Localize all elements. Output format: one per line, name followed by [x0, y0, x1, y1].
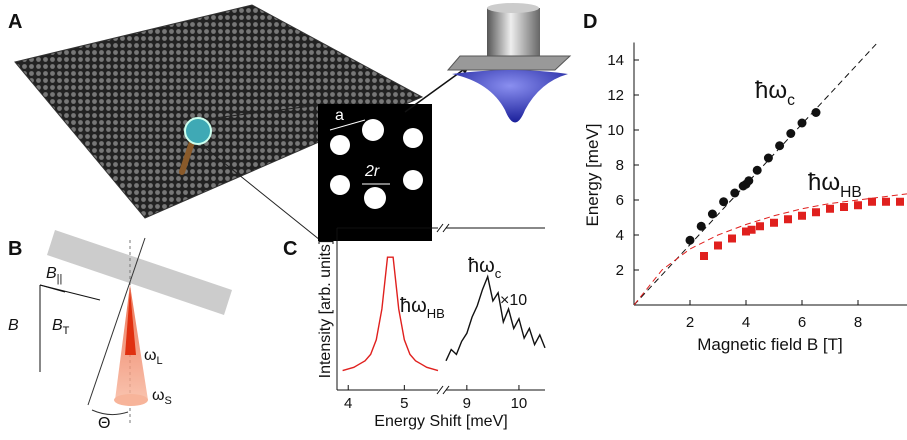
panel-label: A — [8, 11, 22, 33]
plate — [448, 56, 570, 70]
point — [812, 208, 820, 216]
potential — [452, 70, 568, 123]
label: ω — [152, 387, 165, 404]
annotation-text: ħω — [400, 295, 427, 317]
point — [753, 166, 762, 175]
label: B — [52, 317, 63, 334]
label: Θ — [98, 415, 110, 432]
annotation: ħωHB — [400, 295, 445, 321]
y-tick-label: 6 — [616, 192, 624, 209]
arrow — [405, 65, 470, 112]
label: ωS — [152, 387, 172, 407]
tip — [487, 8, 540, 58]
y-tick-label: 14 — [607, 52, 624, 69]
x-axis-label: Energy Shift [meV] — [374, 413, 507, 430]
label-sub: S — [165, 395, 172, 407]
x-tick-label: 9 — [463, 395, 471, 412]
annotation-text: ħω — [468, 255, 495, 277]
label-sub: || — [57, 273, 63, 285]
figure: A a 2r B B|| B BT ωL ωS Θ C45910Energy S… — [0, 0, 907, 435]
point — [719, 197, 728, 206]
panel-label: D — [583, 11, 597, 33]
point — [840, 203, 848, 211]
point — [700, 252, 708, 260]
y-tick-label: 12 — [607, 87, 624, 104]
point — [882, 198, 890, 206]
page: A a 2r B B|| B BT ωL ωS Θ C45910Energy S… — [0, 0, 907, 440]
point — [854, 201, 862, 209]
annotation: ×10 — [500, 292, 527, 309]
spectrum — [446, 277, 545, 361]
point — [784, 215, 792, 223]
annotation: ħωc — [755, 77, 795, 109]
y-tick-label: 10 — [607, 122, 624, 139]
point — [748, 226, 756, 234]
y-axis-label: Intensity [arb. units] — [317, 240, 334, 379]
x-tick-label: 5 — [400, 395, 408, 412]
label: BT — [52, 317, 70, 337]
y-axis-label: Energy [meV] — [583, 124, 602, 227]
sample-bar — [47, 230, 232, 315]
point — [826, 205, 834, 213]
annotation-sub: c — [495, 266, 502, 281]
y-tick-label: 8 — [616, 157, 624, 174]
point — [728, 235, 736, 243]
point — [775, 141, 784, 150]
annotation-text: ħω — [808, 169, 840, 196]
label: B — [46, 265, 57, 282]
annotation-sub: HB — [427, 306, 445, 321]
point — [708, 210, 717, 219]
x-tick-label: 2 — [686, 314, 694, 331]
x-tick-label: 8 — [854, 314, 862, 331]
point — [798, 212, 806, 220]
x-tick-label: 10 — [511, 395, 528, 412]
magnifier — [185, 118, 211, 144]
label: B|| — [46, 265, 62, 285]
panel-label: B — [8, 238, 22, 260]
y-tick-label: 2 — [616, 262, 624, 279]
annotation: ħωc — [468, 255, 502, 281]
vector — [40, 285, 100, 300]
x-tick-label: 4 — [742, 314, 750, 331]
label: ωL — [144, 347, 163, 367]
label: ω — [144, 347, 157, 364]
x-axis-label: Magnetic field B [T] — [697, 335, 843, 354]
point — [896, 198, 904, 206]
angle-arc — [92, 410, 128, 415]
panel-label: C — [283, 238, 297, 260]
label-sub: T — [63, 325, 70, 337]
annotation-sub: HB — [840, 184, 862, 201]
point — [770, 219, 778, 227]
annotation: ħωHB — [808, 169, 862, 201]
point — [686, 236, 695, 245]
tip-top — [487, 3, 539, 13]
annotation-text: ħω — [755, 77, 787, 104]
x-tick-label: 6 — [798, 314, 806, 331]
label-sub: L — [157, 355, 163, 367]
fit-line — [634, 194, 907, 305]
x-tick-label: 4 — [344, 395, 352, 412]
inset-label: a — [335, 107, 344, 124]
y-tick-label: 4 — [616, 227, 624, 244]
cone-base — [114, 394, 148, 406]
point — [714, 242, 722, 250]
label: B — [8, 317, 19, 334]
point — [764, 154, 773, 163]
point — [868, 198, 876, 206]
inset-label: 2r — [364, 163, 380, 180]
point — [756, 222, 764, 230]
annotation-sub: c — [787, 92, 795, 109]
